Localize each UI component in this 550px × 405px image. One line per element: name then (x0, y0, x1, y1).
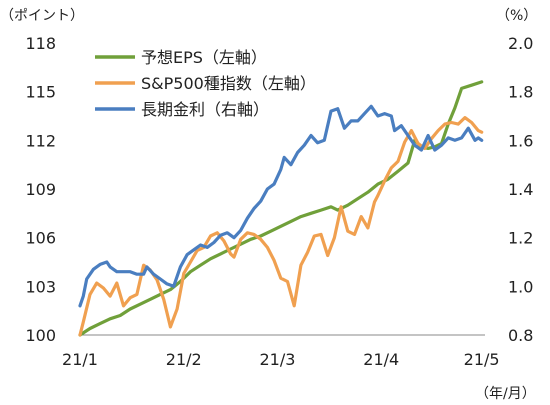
left-tick-label: 115 (25, 83, 56, 102)
x-tick-label: 21/1 (62, 350, 98, 369)
legend: 予想EPS（左軸） S&P500種指数（左軸） 長期金利（右軸） (95, 48, 316, 119)
left-tick-label: 100 (25, 326, 56, 345)
x-tick-label: 21/2 (166, 350, 202, 369)
series-line-1 (78, 80, 484, 337)
x-tick-label: 21/3 (260, 350, 296, 369)
x-tick-label: 21/4 (363, 350, 399, 369)
legend-label-1: 予想EPS（左軸） (141, 48, 267, 67)
right-tick-label: 1.4 (508, 180, 533, 199)
x-axis-unit-label: （年/月） (475, 386, 536, 402)
left-tick-label: 106 (25, 229, 56, 248)
left-axis-unit-label: （ポイント） (0, 8, 84, 24)
legend-label-3: 長期金利（右軸） (141, 100, 269, 119)
left-tick-label: 109 (25, 180, 56, 199)
series-line-3 (78, 104, 484, 308)
legend-label-2: S&P500種指数（左軸） (141, 74, 316, 93)
right-tick-label: 0.8 (508, 326, 533, 345)
left-tick-label: 103 (25, 277, 56, 296)
right-tick-label: 1.6 (508, 131, 533, 150)
left-tick-label: 112 (25, 131, 56, 150)
x-tick-label: 21/5 (464, 350, 500, 369)
right-tick-label: 1.8 (508, 83, 533, 102)
left-tick-label: 118 (25, 34, 56, 53)
right-tick-label: 1.2 (508, 229, 533, 248)
right-axis-unit-label: （%） (496, 8, 537, 24)
right-tick-label: 2.0 (508, 34, 533, 53)
right-tick-label: 1.0 (508, 277, 533, 296)
